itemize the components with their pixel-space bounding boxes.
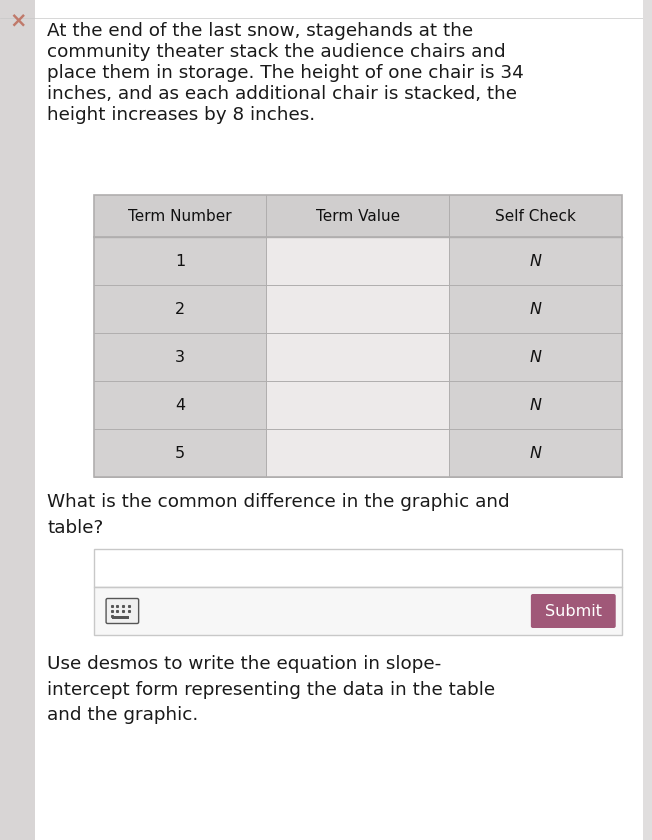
FancyBboxPatch shape bbox=[531, 594, 615, 628]
Text: Term Value: Term Value bbox=[316, 208, 400, 223]
Text: What is the common difference in the graphic and
table?: What is the common difference in the gra… bbox=[48, 493, 510, 537]
Bar bbox=[0, 0, 35, 840]
Bar bbox=[449, 429, 621, 477]
Text: 2: 2 bbox=[175, 302, 185, 317]
Text: At the end of the last snow, stagehands at the: At the end of the last snow, stagehands … bbox=[48, 22, 473, 40]
Bar bbox=[94, 429, 267, 477]
FancyBboxPatch shape bbox=[106, 599, 139, 623]
Bar bbox=[267, 237, 449, 285]
Text: N: N bbox=[529, 397, 541, 412]
Bar bbox=[267, 333, 449, 381]
Bar bbox=[111, 616, 129, 618]
Text: place them in storage. The height of one chair is 34: place them in storage. The height of one… bbox=[48, 64, 524, 82]
Bar bbox=[94, 195, 621, 237]
Text: 1: 1 bbox=[175, 254, 185, 269]
Bar bbox=[94, 195, 621, 477]
Text: 5: 5 bbox=[175, 445, 185, 460]
Text: N: N bbox=[529, 302, 541, 317]
Bar bbox=[267, 429, 449, 477]
Text: height increases by 8 inches.: height increases by 8 inches. bbox=[48, 106, 316, 124]
Text: Self Check: Self Check bbox=[495, 208, 576, 223]
Bar bbox=[449, 333, 621, 381]
Text: Submit: Submit bbox=[545, 603, 602, 618]
Bar bbox=[267, 381, 449, 429]
Bar bbox=[94, 333, 267, 381]
Bar bbox=[449, 381, 621, 429]
Bar bbox=[94, 285, 267, 333]
Text: 3: 3 bbox=[175, 349, 185, 365]
Bar bbox=[94, 237, 267, 285]
Text: Term Number: Term Number bbox=[128, 208, 232, 223]
Text: ×: × bbox=[9, 10, 27, 30]
Bar bbox=[94, 549, 621, 587]
Text: inches, and as each additional chair is stacked, the: inches, and as each additional chair is … bbox=[48, 85, 518, 103]
Bar bbox=[267, 285, 449, 333]
Text: N: N bbox=[529, 445, 541, 460]
Bar bbox=[94, 381, 267, 429]
Text: 4: 4 bbox=[175, 397, 185, 412]
Bar bbox=[449, 237, 621, 285]
Text: N: N bbox=[529, 349, 541, 365]
Bar bbox=[94, 587, 621, 635]
Bar bbox=[449, 285, 621, 333]
Text: N: N bbox=[529, 254, 541, 269]
Text: community theater stack the audience chairs and: community theater stack the audience cha… bbox=[48, 43, 506, 61]
Text: Use desmos to write the equation in slope-
intercept form representing the data : Use desmos to write the equation in slop… bbox=[48, 655, 496, 724]
